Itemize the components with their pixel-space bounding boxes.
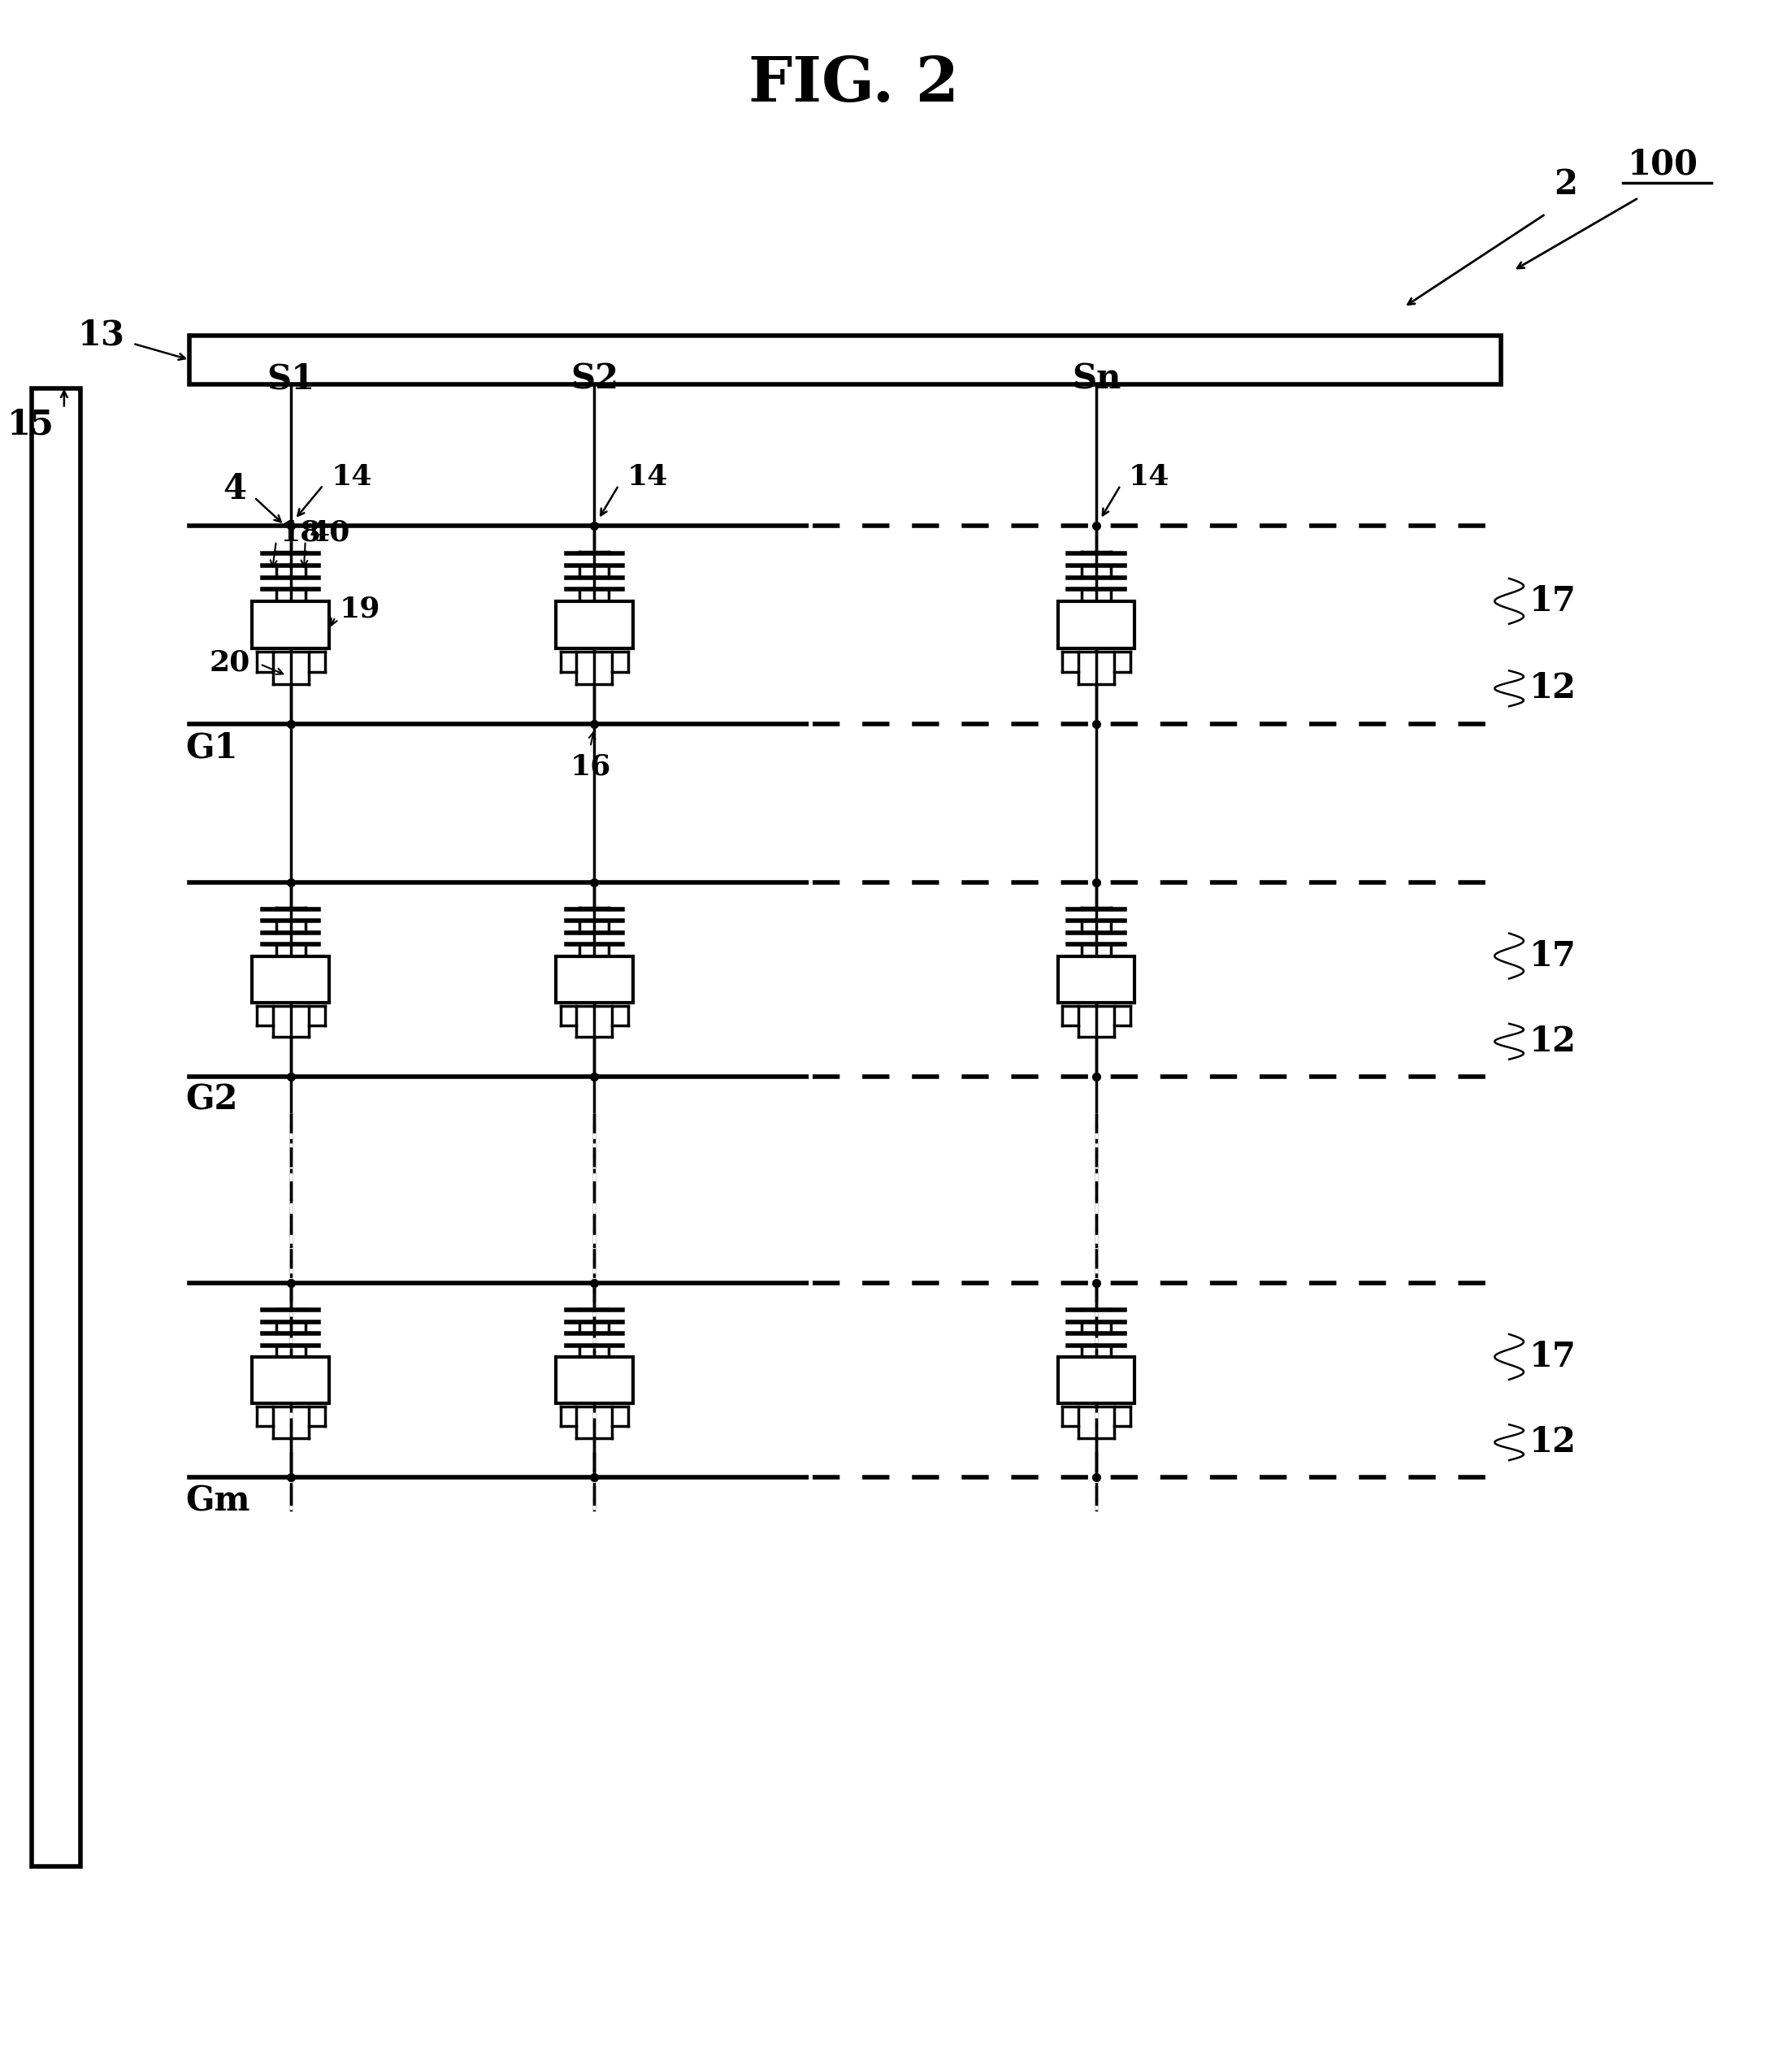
Text: 19: 19 — [339, 595, 380, 622]
Bar — [252, 601, 330, 649]
Text: S1: S1 — [266, 363, 314, 396]
Text: 18: 18 — [280, 518, 321, 547]
Text: 4: 4 — [224, 472, 247, 506]
Bar — [555, 601, 633, 649]
Text: S2: S2 — [569, 363, 619, 396]
Text: 2: 2 — [1554, 168, 1577, 201]
Bar — [32, 387, 80, 1867]
Text: 13: 13 — [78, 319, 124, 352]
Text: 12: 12 — [1529, 671, 1577, 707]
Text: 17: 17 — [1529, 1341, 1577, 1374]
Bar — [1057, 1357, 1135, 1403]
Text: 14: 14 — [1128, 464, 1169, 491]
Bar — [1057, 955, 1135, 1003]
Bar — [252, 955, 330, 1003]
Bar — [555, 1357, 633, 1403]
Text: 14: 14 — [626, 464, 667, 491]
Text: 17: 17 — [1529, 939, 1577, 974]
Text: 15: 15 — [7, 408, 55, 441]
Text: 40: 40 — [309, 518, 349, 547]
Text: Gm: Gm — [186, 1484, 250, 1519]
Bar — [1057, 601, 1135, 649]
Text: G2: G2 — [186, 1084, 238, 1117]
Text: 12: 12 — [1529, 1426, 1577, 1459]
Text: FIG. 2: FIG. 2 — [749, 54, 958, 114]
Bar — [252, 1357, 330, 1403]
Text: Sn: Sn — [1071, 363, 1121, 396]
Bar — [555, 955, 633, 1003]
Text: 17: 17 — [1529, 584, 1577, 617]
Text: 100: 100 — [1627, 147, 1698, 182]
Text: G1: G1 — [186, 731, 238, 765]
Text: 20: 20 — [209, 649, 250, 675]
Bar — [190, 336, 1501, 383]
Text: 16: 16 — [569, 752, 610, 781]
Text: 14: 14 — [332, 464, 373, 491]
Text: 12: 12 — [1529, 1024, 1577, 1059]
